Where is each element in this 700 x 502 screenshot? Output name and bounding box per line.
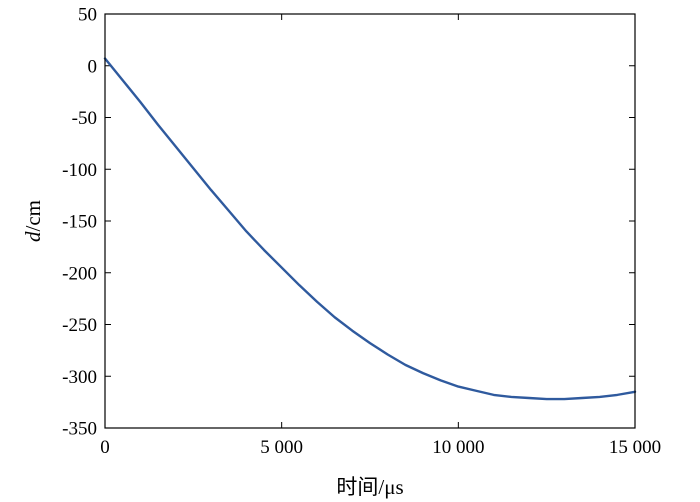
y-axis-label-symbol: d <box>21 231 45 242</box>
x-axis-label: 时间/μs <box>336 475 403 499</box>
x-tick-label: 15 000 <box>609 437 661 458</box>
x-tick-label: 0 <box>100 437 110 458</box>
y-tick-label: -350 <box>62 419 97 440</box>
labels-layer: 0 5 000 10 000 15 000 50 0 -50 -100 -150 -200 -250… <box>62 5 661 459</box>
y-tick-label: -200 <box>62 263 97 284</box>
data-series-line <box>103 57 637 401</box>
y-tick-label: -100 <box>62 160 97 181</box>
y-tick-label: -50 <box>72 108 97 129</box>
y-tick-label: -150 <box>62 212 97 233</box>
plot-frame <box>104 13 636 429</box>
x-tick-label: 5 000 <box>260 437 303 458</box>
ticks-layer <box>104 13 636 429</box>
y-axis-label-unit: /cm <box>21 200 45 232</box>
x-tick-label: 10 000 <box>432 437 484 458</box>
series-layer <box>103 57 637 401</box>
y-axis-label: d/cm <box>21 200 45 242</box>
y-tick-label: -250 <box>62 315 97 336</box>
y-tick-label: -300 <box>62 367 97 388</box>
y-tick-label: 0 <box>88 56 98 77</box>
y-tick-label: 50 <box>78 5 97 26</box>
